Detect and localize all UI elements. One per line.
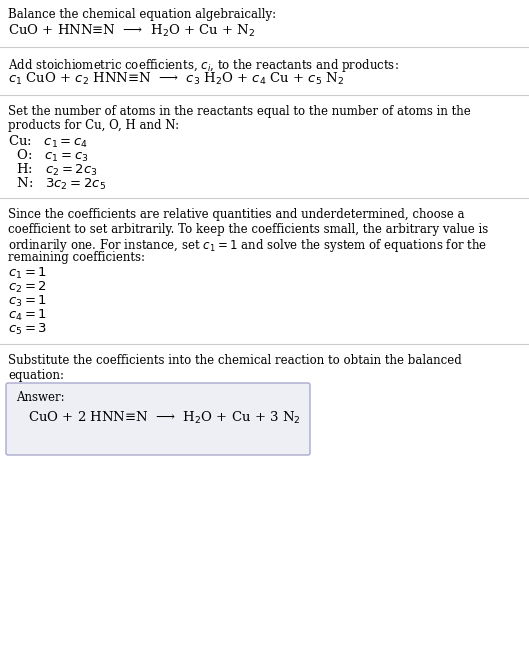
Text: Since the coefficients are relative quantities and underdetermined, choose a: Since the coefficients are relative quan… [8, 208, 464, 221]
Text: CuO + HNN≡N  ⟶  H$_2$O + Cu + N$_2$: CuO + HNN≡N ⟶ H$_2$O + Cu + N$_2$ [8, 23, 256, 39]
Text: equation:: equation: [8, 369, 64, 382]
Text: coefficient to set arbitrarily. To keep the coefficients small, the arbitrary va: coefficient to set arbitrarily. To keep … [8, 223, 488, 236]
Text: Answer:: Answer: [16, 391, 65, 404]
Text: O:   $c_1 = c_3$: O: $c_1 = c_3$ [8, 148, 88, 164]
Text: Cu:   $c_1 = c_4$: Cu: $c_1 = c_4$ [8, 134, 88, 150]
Text: $c_2 = 2$: $c_2 = 2$ [8, 280, 47, 295]
Text: $c_1 = 1$: $c_1 = 1$ [8, 266, 47, 281]
Text: $c_5 = 3$: $c_5 = 3$ [8, 322, 47, 337]
Text: products for Cu, O, H and N:: products for Cu, O, H and N: [8, 120, 179, 133]
Text: N:   $3 c_2 = 2 c_5$: N: $3 c_2 = 2 c_5$ [8, 176, 106, 192]
Text: $c_1$ CuO + $c_2$ HNN≡N  ⟶  $c_3$ H$_2$O + $c_4$ Cu + $c_5$ N$_2$: $c_1$ CuO + $c_2$ HNN≡N ⟶ $c_3$ H$_2$O +… [8, 71, 344, 87]
Text: H:   $c_2 = 2 c_3$: H: $c_2 = 2 c_3$ [8, 162, 98, 178]
Text: Substitute the coefficients into the chemical reaction to obtain the balanced: Substitute the coefficients into the che… [8, 354, 462, 367]
Text: $c_4 = 1$: $c_4 = 1$ [8, 308, 47, 323]
Text: ordinarily one. For instance, set $c_1 = 1$ and solve the system of equations fo: ordinarily one. For instance, set $c_1 =… [8, 237, 487, 254]
Text: CuO + 2 HNN≡N  ⟶  H$_2$O + Cu + 3 N$_2$: CuO + 2 HNN≡N ⟶ H$_2$O + Cu + 3 N$_2$ [28, 410, 301, 426]
FancyBboxPatch shape [6, 383, 310, 455]
Text: Balance the chemical equation algebraically:: Balance the chemical equation algebraica… [8, 8, 276, 21]
Text: $c_3 = 1$: $c_3 = 1$ [8, 294, 47, 309]
Text: Set the number of atoms in the reactants equal to the number of atoms in the: Set the number of atoms in the reactants… [8, 105, 471, 118]
Text: Add stoichiometric coefficients, $c_i$, to the reactants and products:: Add stoichiometric coefficients, $c_i$, … [8, 56, 399, 74]
Text: remaining coefficients:: remaining coefficients: [8, 252, 145, 265]
